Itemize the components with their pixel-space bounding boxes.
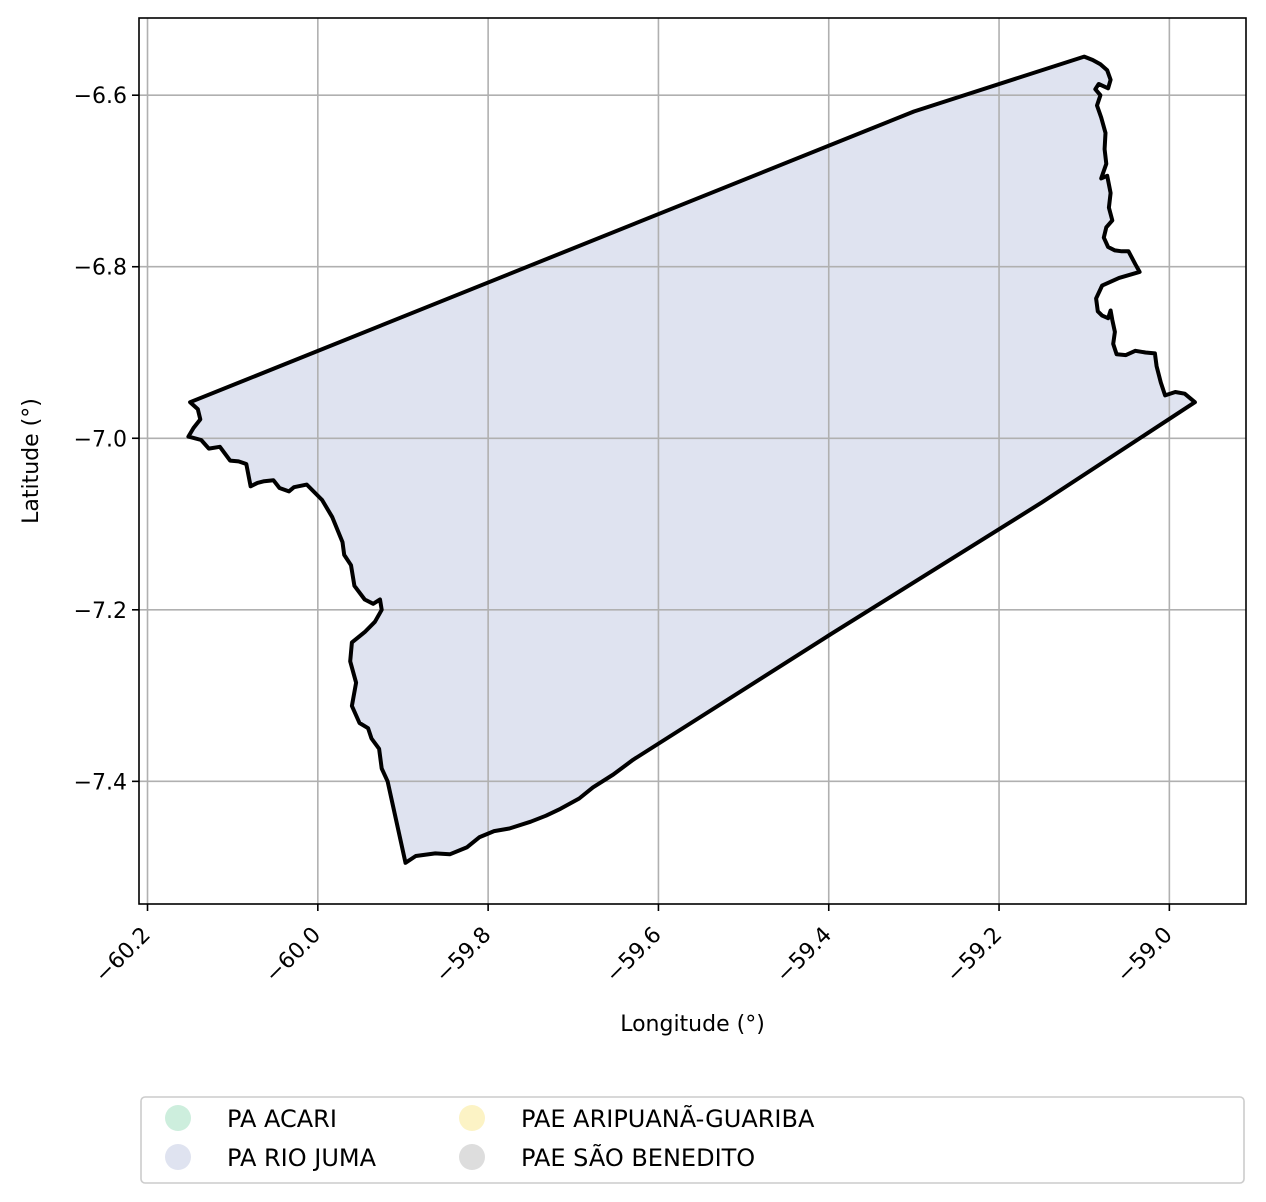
legend-label: PA ACARI [227,1105,337,1133]
legend-marker [165,1144,191,1170]
region-outline-layer [186,54,1197,865]
plot-frame [138,17,1247,905]
grid-lines [139,18,1246,904]
region-polygon-outline [186,54,1197,865]
legend-marker [459,1144,485,1170]
y-tick-label: −7.0 [74,427,127,452]
legend-marker [459,1105,485,1131]
legend-label: PAE SÃO BENEDITO [521,1142,755,1172]
legend-marker [165,1105,191,1131]
y-tick-label: −7.2 [74,599,127,624]
legend-items: PA ACARI PA RIO JUMA PAE ARIPUANÃ-GUARIBA P… [165,1103,815,1172]
x-axis-label: Longitude (°) [620,1012,765,1037]
y-axis-label: Latitude (°) [19,398,44,524]
y-tick-label: −6.8 [74,256,127,281]
region-polygon-fill [188,56,1195,863]
region-layer [188,56,1195,863]
legend-box [140,1096,1245,1184]
y-tick-label: −6.6 [74,84,127,109]
legend: PA ACARI PA RIO JUMA PAE ARIPUANÃ-GUARIBA P… [140,1096,1245,1184]
y-tick-label: −7.4 [74,770,127,795]
legend-label: PAE ARIPUANÃ-GUARIBA [521,1103,815,1133]
legend-label: PA RIO JUMA [227,1144,377,1172]
plot-area [138,17,1247,905]
y-axis: −6.6 −6.8 −7.0 −7.2 −7.4 [74,84,139,795]
